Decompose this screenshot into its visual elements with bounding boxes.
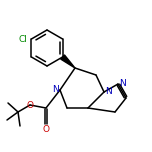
Text: N: N xyxy=(119,78,126,88)
Polygon shape xyxy=(61,55,75,68)
Text: N: N xyxy=(52,85,59,93)
Text: Cl: Cl xyxy=(19,35,27,43)
Text: O: O xyxy=(43,125,50,134)
Text: O: O xyxy=(26,100,33,109)
Text: N: N xyxy=(105,86,112,95)
